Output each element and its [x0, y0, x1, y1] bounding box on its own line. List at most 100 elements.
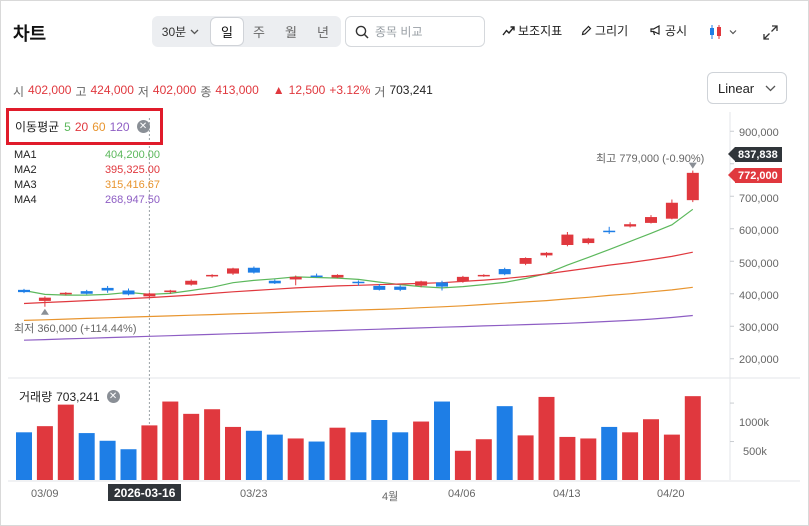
volume-bar: [371, 420, 388, 480]
ma-row: MA1 404,200.00: [14, 148, 160, 163]
volume-bar: [434, 401, 450, 480]
megaphone-icon: [650, 25, 660, 36]
interval-dropdown[interactable]: 30분: [152, 16, 209, 47]
ma-row: MA2 395,325.00: [14, 163, 160, 178]
volume-bar: [663, 434, 680, 480]
change-value: 12,500: [288, 83, 326, 97]
candle-body: [185, 280, 198, 285]
period-tab-year[interactable]: 년: [317, 25, 329, 40]
candle-body: [519, 258, 532, 264]
close-icon[interactable]: ✕: [136, 120, 150, 133]
open-value: 402,000: [28, 83, 72, 97]
volume-label: 거: [374, 85, 386, 99]
max-marker-icon: [688, 162, 697, 169]
notice-button[interactable]: 공시: [650, 22, 687, 39]
interval-value: 30분: [161, 25, 187, 39]
candle-body: [268, 280, 281, 284]
min-value: 360,000 (+114.44%): [37, 323, 137, 335]
close-price-tag: 772,000: [728, 168, 782, 183]
candle-body: [310, 275, 323, 278]
crosshair-price-tag: 837,838: [728, 147, 782, 162]
candle-body: [436, 282, 448, 287]
candle-body: [18, 289, 30, 293]
compare-search: [345, 16, 485, 47]
ma-value: 268,947.50: [104, 194, 160, 206]
chevron-down-icon: [765, 85, 776, 91]
draw-label: 그리기: [595, 24, 629, 38]
ma-legend[interactable]: 이동평균 5 20 60 120 ✕: [6, 108, 163, 145]
fullscreen-button[interactable]: [763, 25, 778, 40]
volume-bar: [329, 427, 346, 480]
pencil-icon: [581, 25, 592, 36]
price-tick: 700,000: [739, 193, 779, 205]
volume-bar: [475, 439, 492, 480]
ma-name: MA1: [14, 149, 37, 161]
change-pct: +3.12%: [329, 83, 371, 97]
candle-body: [227, 268, 239, 274]
ma-value: 315,416.67: [104, 179, 160, 191]
ma-period-20: 20: [74, 119, 89, 134]
volume-value: 703,241: [389, 83, 433, 97]
candle-body: [373, 285, 386, 290]
ma-name: MA3: [14, 179, 37, 191]
volume-bar: [392, 432, 409, 480]
ma-name: MA4: [14, 194, 37, 206]
min-label: 최저: [14, 323, 35, 335]
x-tick: 03/23: [240, 488, 268, 500]
volume-bar: [538, 396, 555, 480]
expand-icon: [763, 25, 778, 40]
period-tab-week[interactable]: 주: [253, 25, 265, 40]
volume-bar: [204, 409, 221, 480]
x-tick: 04/20: [657, 488, 685, 500]
ma-line-ma3: [23, 286, 693, 321]
ma-row: MA4 268,947.50: [14, 193, 160, 208]
price-tick: 900,000: [739, 127, 779, 139]
volume-tick: 500k: [743, 446, 767, 458]
x-tick: 4월: [382, 491, 399, 503]
low-label: 저: [137, 85, 149, 99]
candle-body: [247, 267, 260, 273]
candle-body: [331, 274, 344, 278]
high-label: 고: [75, 85, 87, 99]
volume-bar: [601, 426, 618, 480]
scale-value: Linear: [718, 80, 755, 96]
quote-summary: 시 402,000 고 424,000 저 402,000 종 413,000 …: [13, 83, 433, 100]
period-tab-day[interactable]: 일: [211, 18, 243, 45]
volume-bar: [454, 450, 471, 480]
draw-button[interactable]: 그리기: [581, 22, 628, 39]
ma-period-5: 5: [64, 119, 71, 134]
volume-bar: [287, 438, 304, 480]
volume-panel-title: 거래량: [19, 390, 53, 404]
candle-body: [540, 252, 553, 256]
volume-bar: [350, 432, 367, 480]
chevron-down-icon: [729, 29, 737, 34]
max-marker: 최고 779,000 (-0.90%): [596, 150, 704, 166]
candle-body: [143, 293, 156, 297]
open-label: 시: [13, 85, 25, 99]
ma-row: MA3 315,416.67: [14, 178, 160, 193]
volume-bar: [183, 413, 200, 480]
period-segmented-control: 일 주 월 년: [209, 16, 341, 47]
price-tick: 400,000: [739, 290, 779, 302]
min-marker-icon: [40, 308, 49, 315]
price-tick: 200,000: [739, 354, 779, 366]
max-label: 최고: [596, 153, 617, 165]
low-value: 402,000: [152, 83, 197, 97]
volume-bar: [120, 449, 137, 480]
period-tab-month[interactable]: 월: [285, 25, 297, 40]
candle-body: [582, 238, 595, 244]
volume-bar: [622, 432, 639, 480]
close-value: 413,000: [215, 83, 259, 97]
ma-values: MA1 404,200.00 MA2 395,325.00 MA3 315,416.6…: [14, 148, 160, 208]
close-label: 종: [200, 85, 212, 99]
interval-toolbar: 30분 일 주 월 년: [152, 16, 341, 47]
candle-body: [603, 230, 616, 233]
close-icon[interactable]: ✕: [106, 390, 120, 403]
volume-bar: [36, 426, 53, 480]
compare-search-input[interactable]: [375, 24, 475, 39]
chart-type-button[interactable]: [708, 24, 739, 40]
scale-select[interactable]: Linear: [707, 72, 787, 104]
indicator-button[interactable]: 보조지표: [502, 22, 562, 39]
chevron-down-icon: [190, 29, 199, 34]
